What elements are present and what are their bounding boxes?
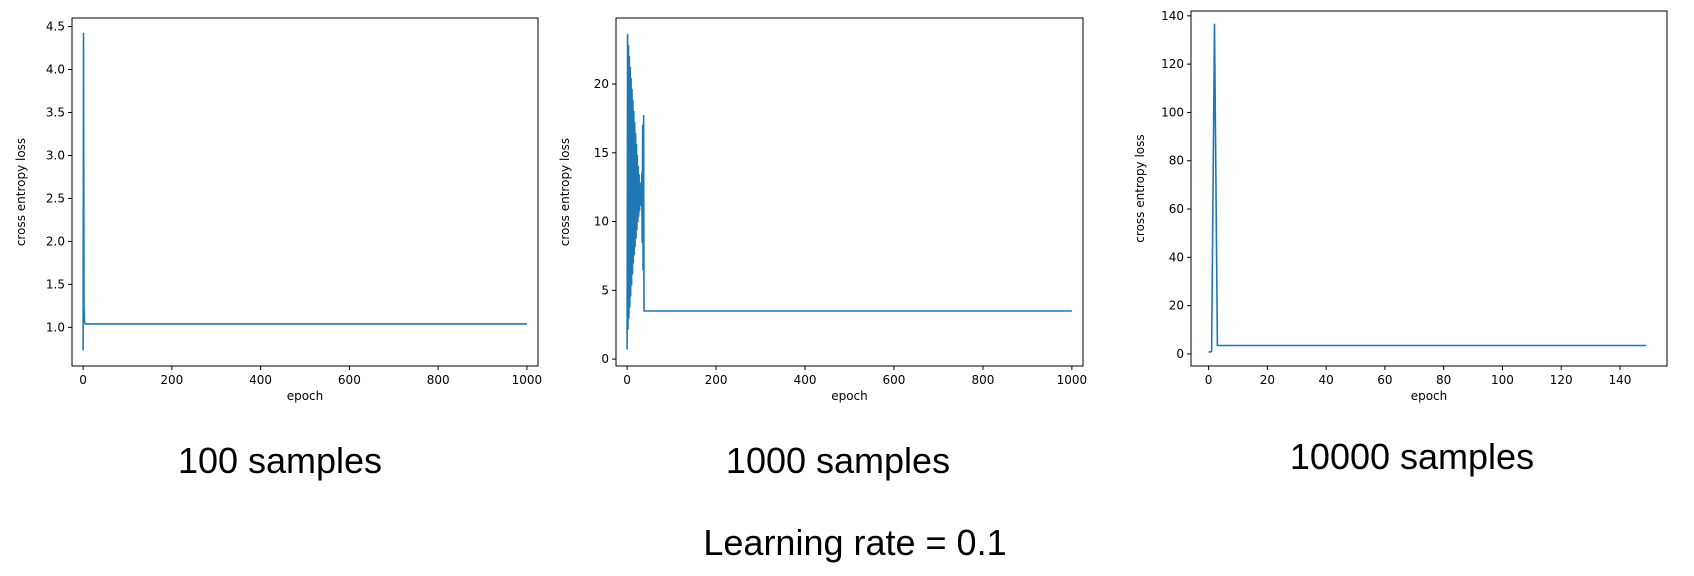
chart-1-ytick-label: 3.5 xyxy=(46,106,65,120)
chart-1-x-axis-label: epoch xyxy=(287,389,324,403)
footer-learning-rate: Learning rate = 0.1 xyxy=(703,522,1007,563)
chart-2-xtick-label: 400 xyxy=(794,373,817,387)
chart-1-xtick-label: 600 xyxy=(338,373,361,387)
chart-2-xtick-label: 200 xyxy=(705,373,728,387)
chart-3-xtick-label: 0 xyxy=(1205,373,1213,387)
chart-3-y-axis-label: cross entropy loss xyxy=(1133,134,1147,242)
chart-1-ytick-label: 1.5 xyxy=(46,277,65,291)
chart-2-series-line xyxy=(626,33,1072,350)
chart-1-xtick-label: 200 xyxy=(160,373,183,387)
chart-1-y-axis-label: cross entropy loss xyxy=(14,138,28,246)
chart-3-xtick-label: 80 xyxy=(1436,373,1451,387)
chart-1-ytick-label: 2.0 xyxy=(46,234,65,248)
chart-2-y-axis-label: cross entropy loss xyxy=(558,138,572,246)
chart-2-ytick-label: 20 xyxy=(594,77,609,91)
chart-2-ytick-label: 15 xyxy=(594,146,609,160)
chart-3-ytick-label: 80 xyxy=(1169,154,1184,168)
chart-1-series-line xyxy=(82,32,527,351)
chart-3-caption: 10000 samples xyxy=(1289,436,1535,477)
chart-2-ytick-label: 0 xyxy=(601,352,609,366)
chart-2-ytick-label: 10 xyxy=(594,215,609,229)
chart-2-xtick-label: 0 xyxy=(623,373,631,387)
chart-3-series-line xyxy=(1208,23,1647,353)
chart-1-xtick-label: 0 xyxy=(79,373,87,387)
chart-3-xtick-label: 60 xyxy=(1377,373,1392,387)
chart-3-ytick-label: 60 xyxy=(1169,202,1184,216)
chart-3-ytick-label: 120 xyxy=(1161,57,1184,71)
chart-3-xtick-label: 120 xyxy=(1550,373,1573,387)
chart-2-xtick-label: 600 xyxy=(883,373,906,387)
chart-1-xtick-label: 800 xyxy=(427,373,450,387)
chart-1-ytick-label: 4.0 xyxy=(46,63,65,77)
chart-1-ytick-label: 2.5 xyxy=(46,191,65,205)
chart-3-xtick-label: 40 xyxy=(1319,373,1334,387)
chart-2-caption: 1000 samples xyxy=(725,440,951,481)
chart-2-frame xyxy=(615,17,1084,367)
chart-3-ytick-label: 140 xyxy=(1161,9,1184,23)
chart-3-ytick-label: 20 xyxy=(1169,299,1184,313)
chart-1-xtick-label: 1000 xyxy=(512,373,543,387)
chart-2-x-axis-label: epoch xyxy=(831,389,868,403)
chart-3-ytick-label: 40 xyxy=(1169,250,1184,264)
chart-3-x-axis-label: epoch xyxy=(1411,389,1448,403)
chart-1-frame xyxy=(71,17,539,367)
chart-1-ytick-label: 4.5 xyxy=(46,20,65,34)
chart-3-xtick-label: 140 xyxy=(1609,373,1632,387)
chart-3-ytick-label: 100 xyxy=(1161,105,1184,119)
chart-1-ytick-label: 3.0 xyxy=(46,148,65,162)
chart-2-ytick-label: 5 xyxy=(601,283,609,297)
chart-2-xtick-label: 1000 xyxy=(1057,373,1088,387)
chart-1-caption: 100 samples xyxy=(177,440,383,481)
chart-2-xtick-label: 800 xyxy=(971,373,994,387)
chart-1-xtick-label: 400 xyxy=(249,373,272,387)
chart-3-frame xyxy=(1190,10,1668,367)
chart-3-xtick-label: 20 xyxy=(1260,373,1275,387)
chart-3-ytick-label: 0 xyxy=(1176,347,1184,361)
chart-1-ytick-label: 1.0 xyxy=(46,320,65,334)
chart-3-xtick-label: 100 xyxy=(1491,373,1514,387)
